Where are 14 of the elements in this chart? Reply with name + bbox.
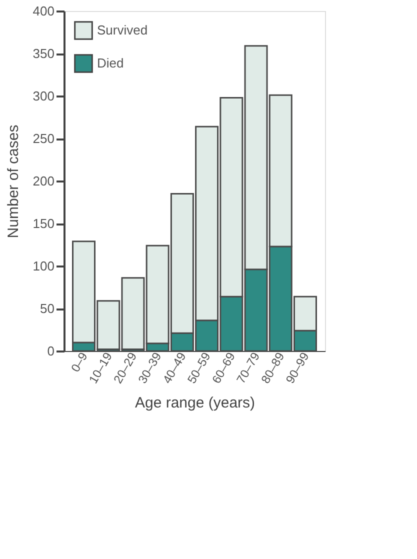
y-tick-label: 350: [32, 46, 54, 61]
y-tick-label: 200: [32, 174, 54, 188]
y-tick-label: 150: [32, 216, 54, 231]
y-tick-label: 100: [32, 258, 54, 274]
x-tick-label: 0–9: [68, 350, 90, 374]
y-tick-label: 0: [47, 344, 54, 358]
y-tick-label: 50: [40, 301, 54, 316]
y-tick-label: 300: [32, 88, 54, 104]
legend-label: Died: [97, 56, 124, 70]
x-axis-title: Age range (years): [134, 394, 256, 412]
y-axis-title: Number of cases: [4, 124, 22, 238]
legend-label: Survived: [97, 22, 148, 38]
y-tick-label: 250: [32, 131, 54, 146]
y-tick-label: 400: [32, 4, 54, 18]
